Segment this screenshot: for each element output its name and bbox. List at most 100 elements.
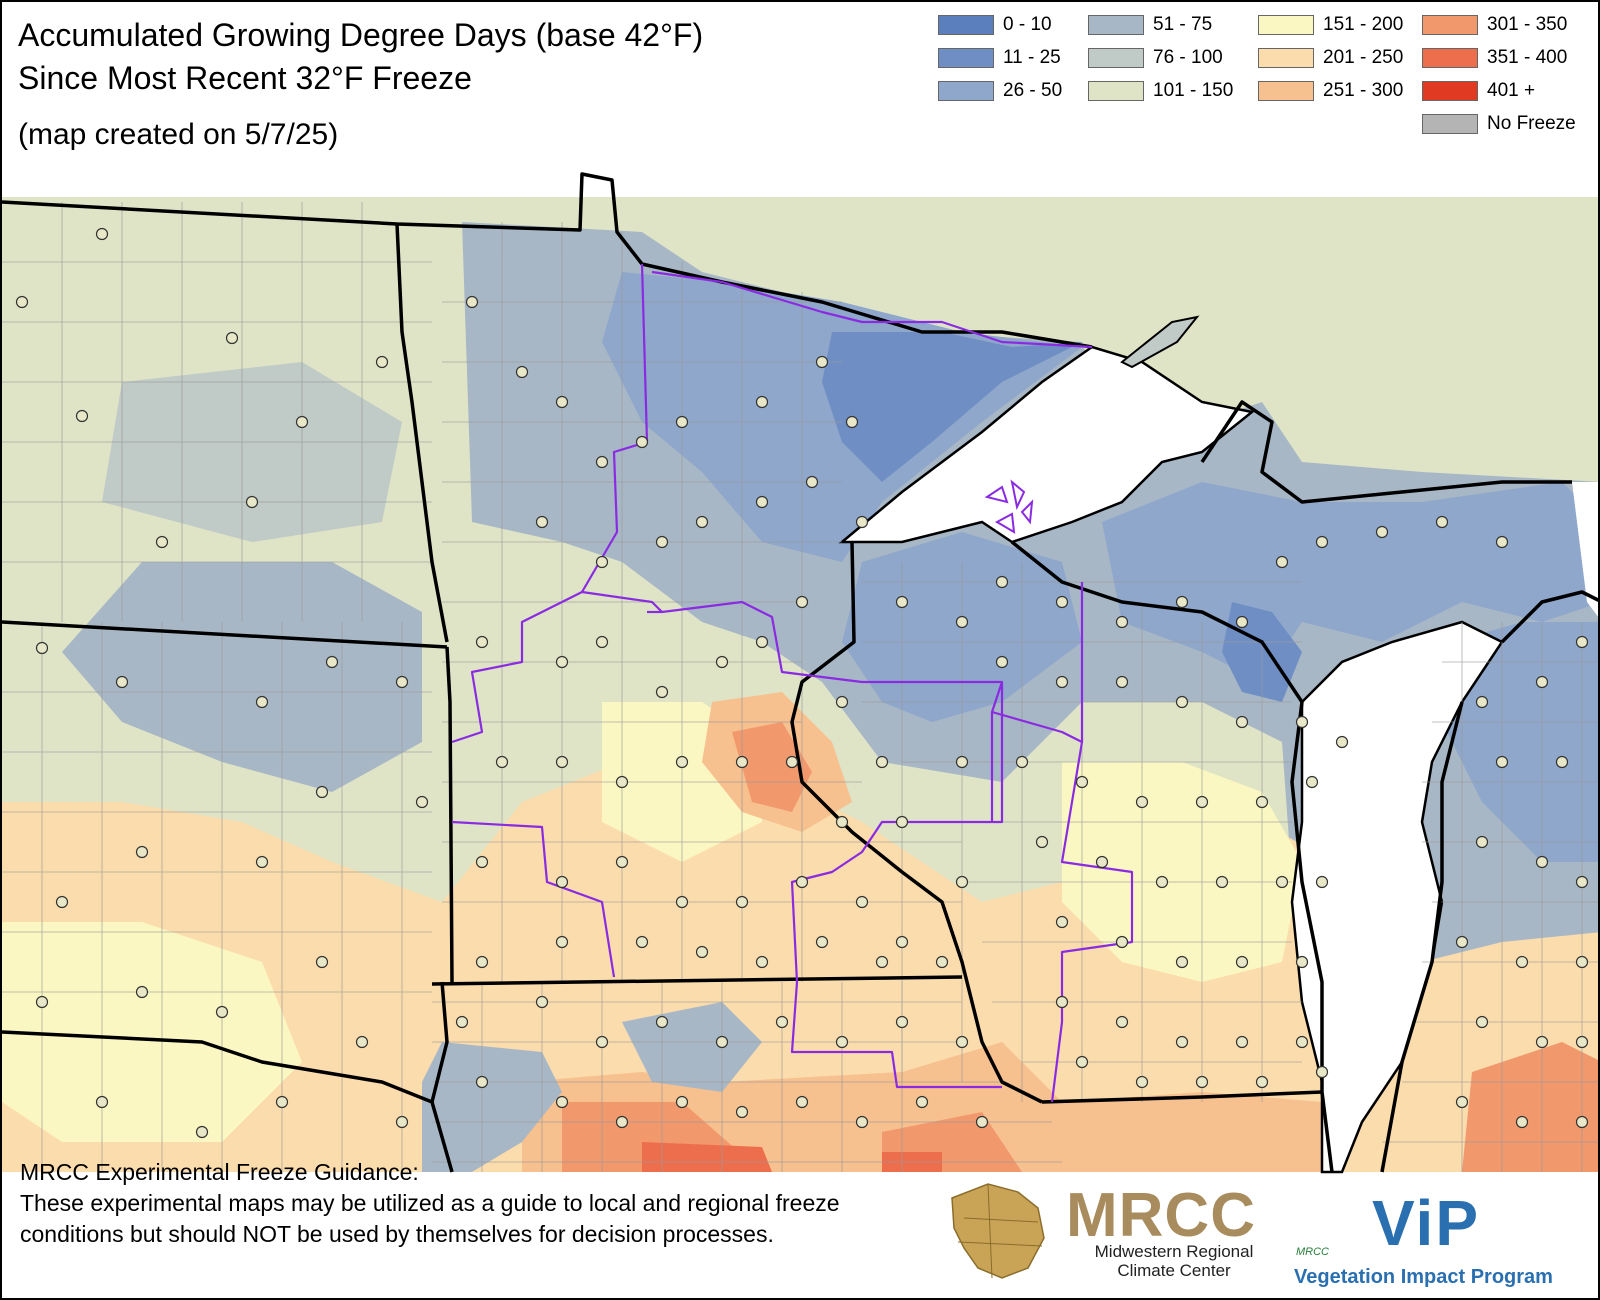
station-marker	[115, 675, 129, 689]
legend: 0 - 10 11 - 25 26 - 50 51 - 75 76 - 100 101 -…	[938, 12, 1588, 142]
station-marker	[1195, 795, 1209, 809]
zone-51-75-sd	[62, 562, 422, 792]
station-marker	[135, 845, 149, 859]
legend-swatch	[938, 81, 994, 101]
station-marker	[15, 295, 29, 309]
station-marker	[535, 995, 549, 1009]
station-marker	[35, 995, 49, 1009]
station-marker	[1175, 595, 1189, 609]
station-marker	[1295, 715, 1309, 729]
zone-11-25-lowermi	[1442, 622, 1598, 862]
station-marker	[535, 515, 549, 529]
station-marker	[155, 535, 169, 549]
legend-item: 26 - 50	[938, 78, 1062, 104]
station-marker	[1235, 1035, 1249, 1049]
legend-item: 401 +	[1422, 78, 1535, 104]
station-marker	[815, 935, 829, 949]
legend-item: 301 - 350	[1422, 12, 1567, 38]
station-marker	[295, 415, 309, 429]
legend-label: 351 - 400	[1487, 47, 1568, 68]
station-marker	[1115, 675, 1129, 689]
legend-label: 0 - 10	[1003, 14, 1052, 35]
station-marker	[35, 641, 49, 655]
station-marker	[95, 1095, 109, 1109]
station-marker	[675, 755, 689, 769]
station-marker	[1315, 535, 1329, 549]
station-marker	[1475, 695, 1489, 709]
station-marker	[675, 1095, 689, 1109]
station-marker	[895, 815, 909, 829]
legend-item: No Freeze	[1422, 111, 1576, 137]
station-marker	[1255, 1075, 1269, 1089]
station-marker	[255, 855, 269, 869]
station-marker	[875, 955, 889, 969]
station-marker	[1135, 1075, 1149, 1089]
station-marker	[1515, 955, 1529, 969]
station-marker	[1035, 835, 1049, 849]
station-marker	[635, 435, 649, 449]
station-marker	[1335, 735, 1349, 749]
station-marker	[615, 775, 629, 789]
station-marker	[1515, 1115, 1529, 1129]
station-marker	[475, 635, 489, 649]
station-marker	[195, 1125, 209, 1139]
legend-label: 76 - 100	[1153, 47, 1223, 68]
mrcc-logo-text: MRCC	[1066, 1181, 1256, 1250]
station-marker	[715, 1035, 729, 1049]
legend-label: 11 - 25	[1003, 47, 1061, 68]
station-marker	[715, 655, 729, 669]
legend-label: 201 - 250	[1323, 47, 1404, 68]
legend-swatch	[1258, 81, 1314, 101]
legend-label: 251 - 300	[1323, 80, 1404, 101]
zone-251-300-iowa	[522, 1042, 1342, 1172]
station-marker	[1455, 1095, 1469, 1109]
station-marker	[1475, 835, 1489, 849]
station-marker	[1295, 1035, 1309, 1049]
station-marker	[555, 655, 569, 669]
legend-label: 51 - 75	[1153, 14, 1213, 35]
station-marker	[375, 355, 389, 369]
station-marker	[225, 331, 239, 345]
station-marker	[1015, 755, 1029, 769]
legend-swatch	[1422, 48, 1478, 68]
legend-swatch	[1258, 48, 1314, 68]
disclaimer-heading: MRCC Experimental Freeze Guidance:	[20, 1159, 419, 1185]
station-marker	[215, 1005, 229, 1019]
station-marker	[895, 935, 909, 949]
station-marker	[355, 1035, 369, 1049]
station-marker	[895, 1015, 909, 1029]
station-marker	[1535, 675, 1549, 689]
station-marker	[1575, 1035, 1589, 1049]
station-marker	[655, 685, 669, 699]
station-marker	[75, 409, 89, 423]
station-marker	[1305, 775, 1319, 789]
map-title-line2: Since Most Recent 32°F Freeze	[18, 60, 472, 96]
legend-swatch	[1088, 81, 1144, 101]
mrcc-logo-subtitle-line1: Midwestern Regional	[1094, 1242, 1254, 1261]
station-marker	[755, 635, 769, 649]
legend-label: 26 - 50	[1003, 80, 1063, 101]
station-markers	[15, 227, 1589, 1139]
apostle-islands	[984, 479, 1034, 534]
legend-item: 0 - 10	[938, 12, 1052, 38]
station-marker	[325, 655, 339, 669]
station-marker	[695, 515, 709, 529]
mrcc-logo-subtitle-line2: Climate Center	[1117, 1261, 1231, 1280]
station-marker	[675, 895, 689, 909]
station-marker	[1255, 795, 1269, 809]
station-marker	[1195, 1075, 1209, 1089]
station-marker	[1215, 875, 1229, 889]
station-marker	[1535, 855, 1549, 869]
legend-swatch	[1088, 48, 1144, 68]
legend-item: 151 - 200	[1258, 12, 1403, 38]
legend-swatch	[1422, 114, 1478, 134]
station-marker	[1455, 935, 1469, 949]
station-marker	[475, 855, 489, 869]
station-marker	[555, 935, 569, 949]
station-marker	[95, 227, 109, 241]
station-marker	[475, 955, 489, 969]
station-marker	[515, 365, 529, 379]
station-marker	[1235, 615, 1249, 629]
